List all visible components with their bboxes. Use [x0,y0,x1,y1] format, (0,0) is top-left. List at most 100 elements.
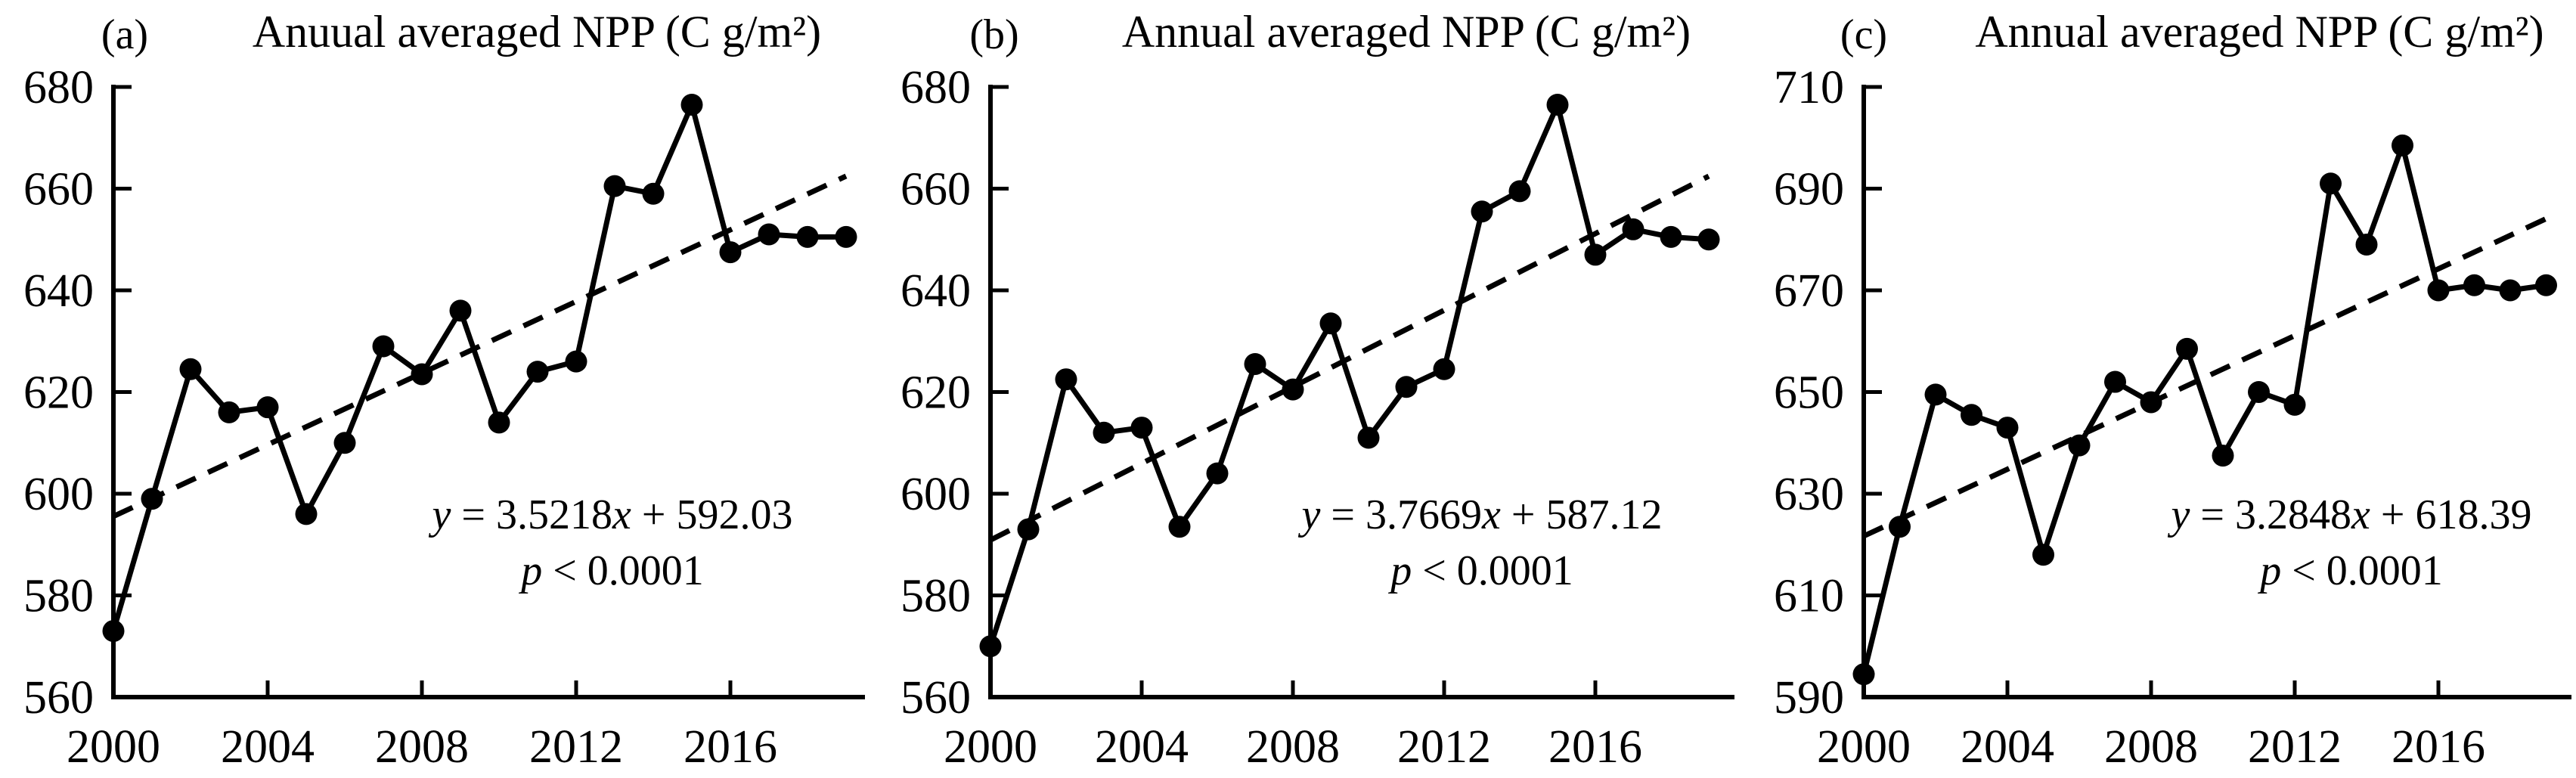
x-tick-label: 2000 [67,721,160,773]
y-tick-label: 620 [23,367,94,419]
data-point [141,488,163,510]
data-point [2320,172,2342,195]
y-tick-label: 710 [1774,62,1844,113]
y-tick-label: 670 [1774,265,1844,317]
chart-panel-c: 590 610 630 650 670 690 710 2000 2004 2008 2012 201… [1739,0,2576,778]
y-tick-label: 560 [901,672,971,724]
data-point [719,241,742,264]
data-point [411,363,433,386]
data-point [1168,516,1191,538]
x-tick-label: 2012 [529,721,623,773]
data-point [1622,218,1644,240]
panel-label-b: (b) [969,11,1019,58]
y-tick-label: 580 [23,571,94,622]
data-point [2032,544,2054,566]
trend-equation-b: y = 3.7669x + 587.12 [1301,491,1663,538]
y-tick-label: 650 [1774,367,1844,419]
trend-equation-a: y = 3.5218x + 592.03 [432,491,793,538]
p-value-a: p < 0.0001 [521,547,704,594]
data-point [2212,445,2234,467]
x-tick-label: 2012 [2248,721,2342,773]
line-plot-b: 560 580 600 620 640 660 680 2000 2004 2008 2012 201… [901,62,1734,773]
p-value-b: p < 0.0001 [1390,547,1573,594]
data-point [2176,337,2198,360]
data-point [2248,381,2270,403]
x-tick-label: 2004 [221,721,315,773]
data-point [2104,370,2126,393]
data-point [1319,312,1342,335]
chart-title-b: Annual averaged NPP (C g/m²) [1121,7,1691,57]
trend-line [989,173,1710,543]
y-tick-label: 640 [901,265,971,317]
line-plot-a: 560 580 600 620 640 660 680 2000 2004 2008 2012 201… [23,62,865,773]
data-point [1130,417,1153,439]
x-tick-label: 2000 [1817,721,1911,773]
data-point [1395,376,1418,398]
data-point [1357,426,1380,449]
data-point [2140,391,2162,414]
data-point [1206,462,1229,485]
trend-annotation-b: y = 3.7669x + 587.12 p < 0.0001 [1217,487,1747,599]
p-value-c: p < 0.0001 [2260,547,2443,594]
data-point [1244,353,1266,376]
x-tick-label: 2004 [1961,721,2054,773]
data-point [1996,417,2019,439]
y-tick-label: 680 [901,62,971,113]
y-tick-label: 560 [23,672,94,724]
x-tick-label: 2008 [375,721,469,773]
y-tick-label: 660 [901,164,971,215]
data-point [1660,225,1682,248]
data-point [1055,368,1077,391]
x-tick-label: 2016 [2392,721,2485,773]
data-point [256,396,279,419]
trend-line [112,173,848,519]
chart-title-a: Anuual averaged NPP (C g/m²) [252,7,822,57]
data-point [2068,434,2091,457]
y-tick-label: 580 [901,571,971,622]
x-tick-label: 2008 [2104,721,2198,773]
data-point [2392,134,2413,157]
y-tick-label: 600 [23,469,94,520]
trend-annotation-a: y = 3.5218x + 592.03 p < 0.0001 [348,487,877,599]
data-point [1584,243,1607,266]
data-point [2283,393,2306,416]
y-tick-label: 590 [1774,672,1844,724]
data-point [102,620,125,643]
data-point [1433,358,1455,380]
y-tick-label: 640 [23,265,94,317]
x-tick-label: 2008 [1246,721,1340,773]
y-tick-label: 610 [1774,571,1844,622]
data-point [680,94,703,116]
data-point [526,361,549,383]
data-point [2355,233,2378,256]
data-point [1546,94,1569,116]
data-point [758,223,780,246]
y-tick-label: 600 [901,469,971,520]
panel-label-c: (c) [1840,11,1888,58]
x-tick-label: 2012 [1397,721,1491,773]
x-tick-label: 2004 [1095,721,1189,773]
data-point [2463,274,2485,296]
data-point [179,358,202,380]
data-point [565,350,587,373]
data-point [1471,200,1493,223]
data-point [1697,228,1720,251]
data-point [2427,279,2450,302]
data-point [642,182,665,205]
chart-panel-b: 560 580 600 620 640 660 680 2000 2004 2008 2012 201… [870,0,1739,778]
data-point [333,432,356,454]
data-point [835,225,857,248]
data-point [796,225,819,248]
data-point [1961,404,1982,426]
data-point [295,503,318,525]
x-tick-label: 2016 [684,721,777,773]
y-tick-label: 620 [901,367,971,419]
data-point [1017,518,1040,541]
y-tick-label: 660 [23,164,94,215]
data-point [1508,180,1531,203]
data-point [372,335,395,358]
panel-label-a: (a) [101,11,149,58]
trend-annotation-c: y = 3.2848x + 618.39 p < 0.0001 [2087,487,2576,599]
chart-panel-a: 560 580 600 620 640 660 680 2000 2004 2008 2012 201… [0,0,870,778]
data-point [2499,279,2522,302]
